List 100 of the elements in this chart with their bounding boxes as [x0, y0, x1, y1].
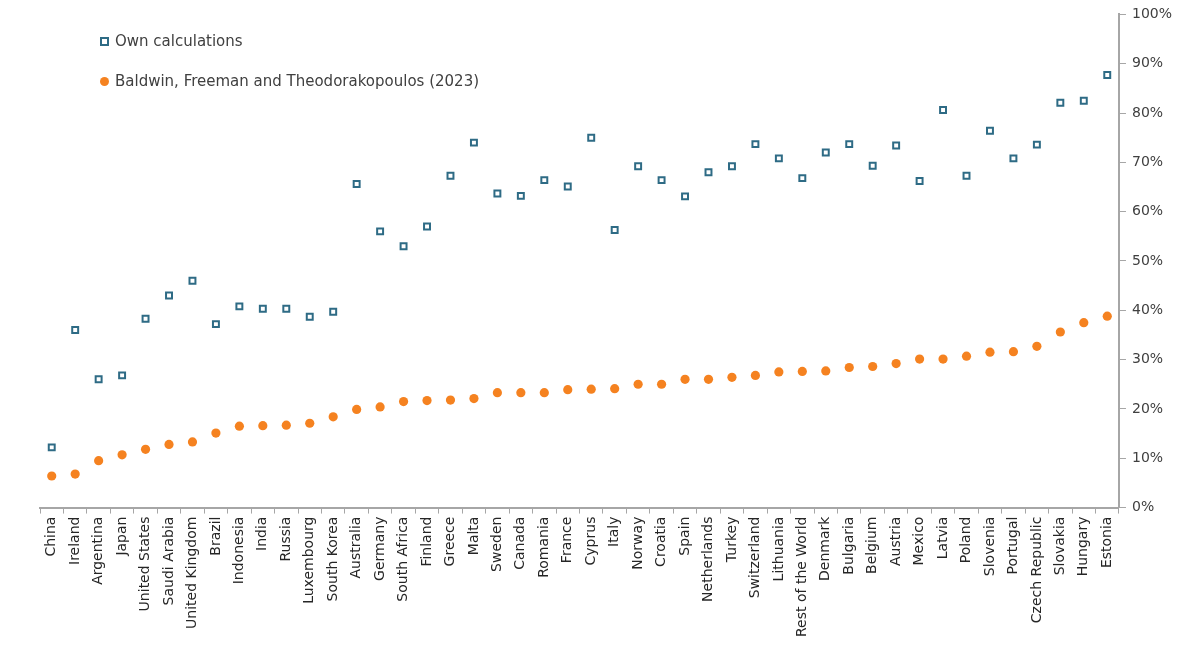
point: [140, 444, 151, 454]
x-tick-label: Russia: [276, 516, 293, 562]
x-tick-label: Ireland: [65, 516, 82, 565]
x-tick-label: Croatia: [652, 516, 669, 567]
x-tick-label: South Korea: [323, 516, 340, 602]
x-tick-label: United Kingdom: [183, 516, 200, 629]
point: [610, 384, 620, 394]
point: [258, 421, 268, 431]
point: [750, 370, 761, 380]
point: [798, 174, 807, 183]
x-tick-label: Spain: [675, 516, 692, 556]
x-tick-label: Norway: [628, 516, 645, 570]
point: [1055, 327, 1065, 337]
x-tick-label: Bulgaria: [839, 516, 856, 575]
point: [681, 192, 690, 201]
point: [281, 420, 291, 430]
y-tick-label: 80%: [1131, 103, 1164, 120]
x-tick-label: Australia: [347, 516, 364, 579]
point: [493, 189, 502, 198]
x-tick-label: Mexico: [910, 516, 927, 566]
point: [375, 402, 385, 412]
point: [328, 412, 338, 422]
x-tick-label: Lithuania: [769, 516, 786, 582]
point: [657, 176, 666, 185]
point: [868, 161, 877, 170]
point: [727, 372, 737, 382]
x-tick-label: Poland: [957, 516, 974, 564]
point: [563, 182, 572, 191]
point: [118, 371, 127, 380]
point: [563, 385, 573, 395]
point: [610, 225, 619, 234]
x-tick-label: Italy: [605, 516, 622, 547]
point: [258, 304, 267, 313]
point: [586, 384, 596, 394]
point: [234, 421, 244, 431]
point: [680, 374, 690, 384]
point: [94, 375, 103, 384]
x-tick-label: China: [42, 516, 59, 557]
point: [539, 388, 549, 398]
point: [1102, 311, 1112, 321]
point: [47, 471, 57, 481]
point: [892, 141, 901, 150]
point: [469, 138, 478, 147]
x-tick-label: United States: [136, 516, 153, 612]
x-tick-label: France: [558, 516, 575, 564]
x-tick-label: Slovakia: [1050, 516, 1067, 576]
x-tick-label: Greece: [441, 516, 458, 567]
legend-label: Baldwin, Freeman and Theodorakopoulos (2023): [115, 72, 480, 90]
point: [844, 362, 854, 373]
x-tick-label: Romania: [534, 516, 551, 578]
point: [376, 227, 385, 236]
point: [751, 140, 760, 149]
point: [939, 106, 948, 115]
point: [446, 171, 455, 180]
point: [235, 302, 244, 311]
point: [985, 347, 995, 357]
point: [71, 326, 80, 334]
point: [305, 418, 315, 428]
point: [656, 379, 667, 389]
x-tick-label: Luxembourg: [300, 516, 317, 604]
point: [94, 456, 104, 466]
point: [1008, 347, 1019, 357]
point: [211, 428, 221, 438]
point: [821, 366, 831, 376]
point: [915, 354, 925, 364]
point: [492, 388, 502, 398]
x-tick-label: Netherlands: [699, 516, 716, 602]
x-tick-label: Argentina: [89, 516, 106, 585]
point: [938, 354, 948, 364]
y-tick-label: 90%: [1131, 54, 1164, 71]
x-tick-label: Switzerland: [746, 516, 763, 599]
y-tick-label: 50%: [1131, 251, 1164, 268]
x-tick-label: Japan: [112, 516, 129, 557]
x-tick-label: Saudi Arabia: [159, 516, 176, 606]
point: [188, 276, 197, 285]
y-tick-label: 60%: [1131, 202, 1164, 219]
x-tick-label: Austria: [886, 516, 903, 567]
point: [165, 291, 173, 300]
point: [47, 443, 56, 452]
point: [187, 437, 198, 447]
x-tick-label: Canada: [511, 516, 528, 570]
y-tick-label: 40%: [1131, 300, 1164, 317]
x-tick-label: Belgium: [863, 516, 880, 574]
x-tick-label: Sweden: [488, 516, 505, 572]
point: [915, 177, 924, 186]
point: [986, 126, 994, 135]
legend-label: Own calculations: [115, 32, 243, 50]
point: [797, 366, 807, 377]
point: [891, 358, 901, 369]
x-tick-label: Finland: [417, 516, 434, 567]
point: [399, 242, 408, 251]
y-tick-label: 10%: [1131, 448, 1164, 465]
point: [1032, 341, 1042, 351]
y-tick-label: 100%: [1131, 5, 1173, 22]
point: [70, 469, 80, 479]
x-tick-label: Hungary: [1074, 516, 1091, 577]
point: [329, 307, 338, 316]
point: [211, 320, 220, 329]
point: [164, 439, 174, 450]
point: [422, 395, 432, 406]
